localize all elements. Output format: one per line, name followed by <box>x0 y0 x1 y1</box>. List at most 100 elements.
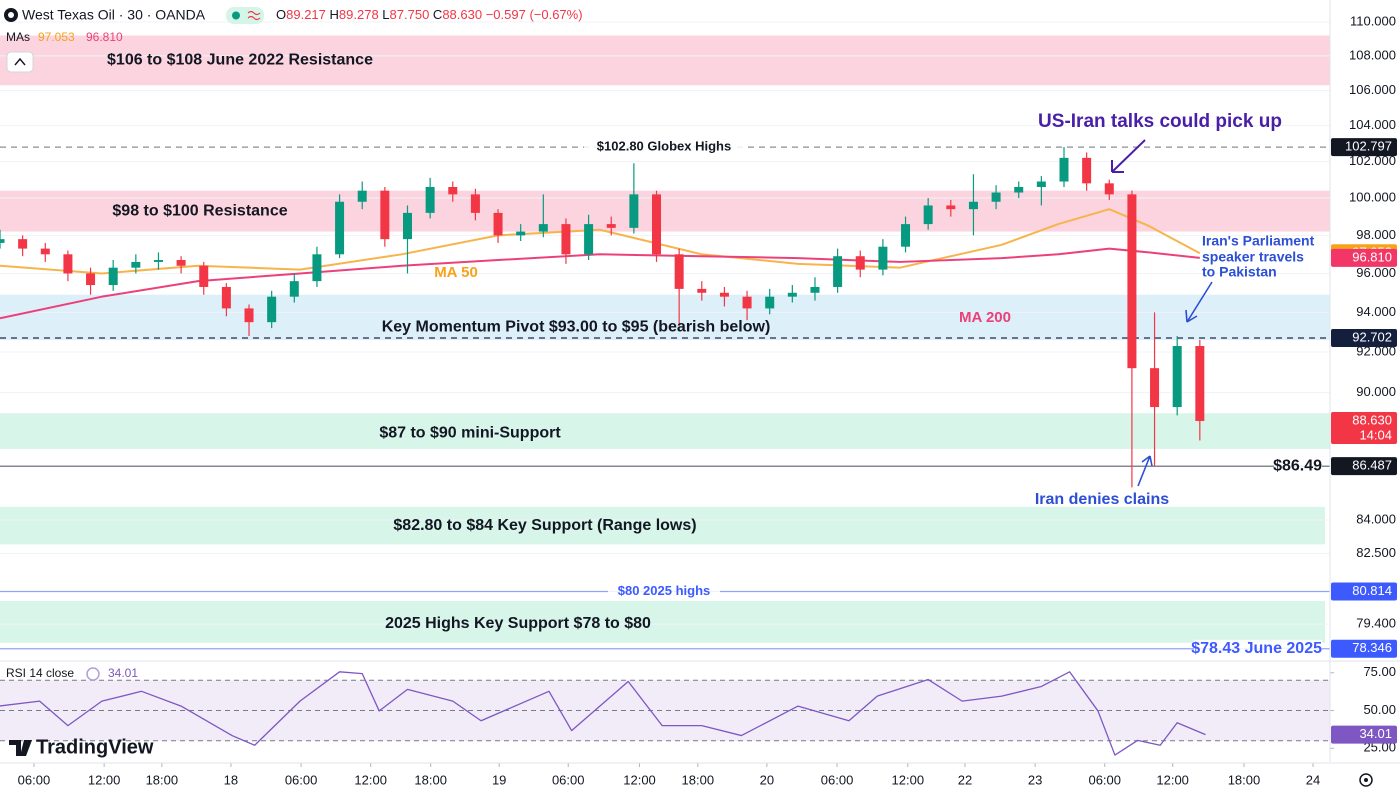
x-tick-label: 12:00 <box>1156 772 1189 787</box>
x-tick-label: 19 <box>492 772 506 787</box>
y-tick-label: 96.000 <box>1356 265 1396 280</box>
x-tick-label: 12:00 <box>892 772 925 787</box>
ma-legend-value: 96.810 <box>86 30 123 44</box>
ma-line <box>0 247 1200 320</box>
price-badge <box>1331 582 1397 601</box>
annotation-ma50: MA 50 <box>434 264 478 281</box>
rsi-label: RSI 14 close <box>6 666 74 680</box>
candle-body <box>516 231 526 236</box>
x-tick-label: 20 <box>760 772 774 787</box>
arrow-talks <box>1111 139 1146 173</box>
zone <box>0 294 1330 341</box>
ma-legend-value: 97.053 <box>38 30 75 44</box>
text-layer: O89.217 H89.278 L87.750 C88.630 −0.597 (… <box>18 7 1397 787</box>
price-badge-label: 96.810 <box>1352 249 1392 264</box>
rsi-settings-icon[interactable] <box>86 667 100 681</box>
price-badge <box>1331 639 1397 658</box>
ohlc-value: 89.217 <box>286 7 326 22</box>
price-badge-label: 102.797 <box>1345 139 1392 154</box>
candle-body <box>199 265 209 287</box>
candle-body <box>946 205 956 210</box>
watermark: TradingView <box>36 736 154 758</box>
candle-body <box>0 239 5 243</box>
y-tick-label: 110.000 <box>1350 13 1396 28</box>
candle-body <box>1104 183 1114 195</box>
candle-body <box>131 261 141 268</box>
price-badge-label: 80.814 <box>1352 583 1392 598</box>
y-tick-label: 79.400 <box>1356 616 1396 631</box>
rsi-line <box>0 671 1206 756</box>
candle-body <box>810 286 820 293</box>
x-tick-label: 06:00 <box>285 772 318 787</box>
candle-body <box>40 248 50 255</box>
candle-body <box>1150 368 1160 408</box>
market-status <box>226 7 264 24</box>
zone <box>0 413 1330 449</box>
candle-body <box>402 212 412 240</box>
x-tick-label: 22 <box>958 772 972 787</box>
zone-label: $87 to $90 mini-Support <box>379 424 561 441</box>
candle-body <box>833 256 843 287</box>
arrow-parliament <box>1185 281 1213 323</box>
zone-label: Key Momentum Pivot $93.00 to $95 (bearis… <box>382 319 771 336</box>
zone <box>0 190 1330 232</box>
x-tick-label: 06:00 <box>552 772 585 787</box>
x-tick-label: 06:00 <box>821 772 854 787</box>
candle-body <box>108 267 118 286</box>
ma-line <box>0 208 1201 275</box>
rsi-badge-label: 34.01 <box>1359 726 1392 741</box>
annotation-denies: Iran denies clains <box>1035 491 1169 508</box>
y-tick-label: 106.000 <box>1349 82 1396 97</box>
x-tick-label: 24 <box>1306 772 1320 787</box>
candle-body <box>765 296 775 309</box>
candle-body <box>901 224 911 247</box>
y-tick-label: 100.000 <box>1349 189 1396 204</box>
candle-body <box>1014 187 1024 193</box>
price-badge-label: 78.346 <box>1352 640 1392 655</box>
level-label-bg <box>1194 639 1322 658</box>
chart-title: West Texas Oil · 30 · OANDA <box>22 7 206 23</box>
ohlc-value: 87.750 <box>390 7 430 22</box>
candle-body <box>493 212 503 236</box>
collapse-button[interactable] <box>6 51 34 73</box>
candle-body <box>923 205 933 225</box>
y-tick-label: 104.000 <box>1349 117 1396 132</box>
ohlc-value: 88.630 <box>442 7 482 22</box>
price-badge <box>1331 411 1397 444</box>
candle-body <box>991 192 1001 202</box>
ma-legend-label: MAs <box>6 30 30 44</box>
settings-gear[interactable] <box>1359 773 1373 787</box>
candle-body <box>63 254 73 274</box>
tv-logo <box>9 740 32 756</box>
y-tick-label: 94.000 <box>1356 304 1396 319</box>
candle-body <box>697 288 707 293</box>
price-badge-label: 88.630 <box>1352 412 1392 427</box>
ohlc-value: 89.278 <box>339 7 379 22</box>
x-tick-label: 23 <box>1028 772 1042 787</box>
candle-body <box>855 256 865 270</box>
x-tick-label: 06:00 <box>1088 772 1121 787</box>
price-badge-label: 86.487 <box>1352 458 1392 473</box>
candle-body <box>448 187 458 195</box>
candle-body <box>267 296 277 323</box>
price-badge <box>1331 248 1397 267</box>
level-label: $86.49 <box>1273 457 1322 474</box>
collapse-icon <box>14 57 26 66</box>
level-label-bg <box>608 582 720 601</box>
candle-body <box>606 224 616 228</box>
candle-body <box>221 286 231 309</box>
candle-body <box>629 194 639 228</box>
rsi-value: 34.01 <box>108 666 138 680</box>
candle-body <box>1036 181 1046 188</box>
level-label: $102.80 Globex Highs <box>597 139 731 154</box>
y-tick-label: 90.000 <box>1356 384 1396 399</box>
candle-body <box>1195 346 1205 421</box>
y-tick-label: 84.000 <box>1356 511 1396 526</box>
price-badge <box>1331 138 1397 157</box>
candle-body <box>335 201 345 255</box>
rsi-tick-label: 75.00 <box>1363 664 1396 679</box>
level-label-bg <box>1274 457 1322 476</box>
rsi-badge <box>1331 725 1397 744</box>
annotation-parliament: to Pakistan <box>1202 264 1277 280</box>
